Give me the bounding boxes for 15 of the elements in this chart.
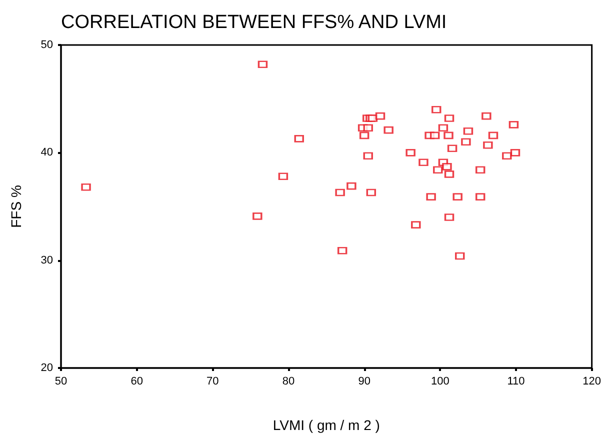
x-tick-label: 120	[582, 376, 602, 388]
x-tick-label: 50	[54, 376, 68, 388]
y-tick-label: 30	[40, 254, 53, 266]
x-tick-label: 110	[507, 376, 525, 388]
x-tick-label: 90	[358, 376, 370, 388]
x-tick-label: 100	[430, 376, 450, 388]
y-tick-label: 50	[40, 39, 53, 51]
y-tick-label: 40	[40, 146, 53, 159]
x-axis-title: LVMI ( gm / m 2 )	[272, 417, 380, 433]
x-tick-label: 80	[282, 376, 295, 388]
x-tick-label: 60	[130, 376, 143, 388]
x-tick-label: 70	[206, 376, 219, 388]
y-axis-title: FFS %	[8, 185, 24, 228]
y-tick-label: 20	[40, 362, 53, 374]
chart-title: CORRELATION BETWEEN FFS% AND LVMI	[61, 12, 447, 33]
